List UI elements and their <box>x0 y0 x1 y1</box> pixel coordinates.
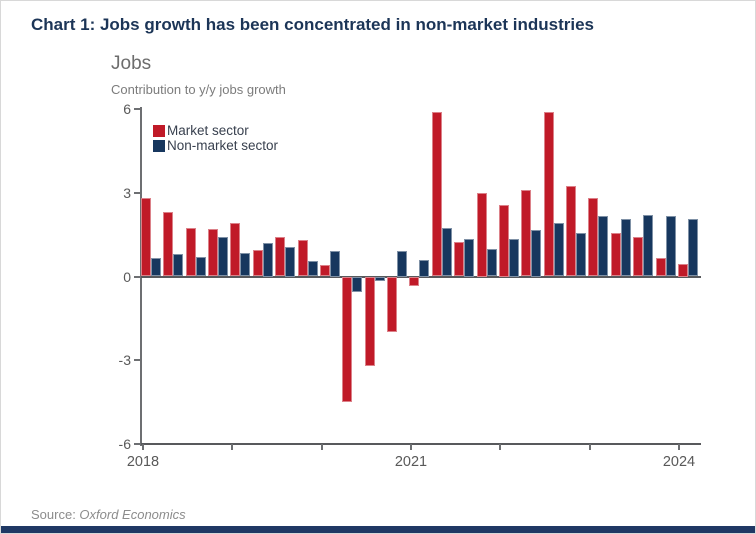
bar-market <box>677 263 688 277</box>
bar-market <box>566 185 577 277</box>
zero-line <box>141 275 701 278</box>
bar-nonmarket <box>352 276 363 292</box>
bar-nonmarket <box>397 251 408 277</box>
bar-market <box>543 111 554 277</box>
legend-label-nonmarket: Non-market sector <box>167 138 279 153</box>
x-tick-label: 2024 <box>662 454 696 470</box>
bar-nonmarket <box>508 238 519 277</box>
bar-nonmarket <box>531 230 542 277</box>
axis-unit-heading: Jobs <box>111 53 152 74</box>
bar-nonmarket <box>665 216 676 277</box>
market-swatch-icon <box>153 124 165 137</box>
bar-market <box>342 276 353 403</box>
bar-nonmarket <box>576 233 587 277</box>
bar-market <box>319 265 330 277</box>
y-tick <box>134 443 141 445</box>
source-line: Source: Oxford Economics <box>31 507 186 522</box>
bar-nonmarket <box>620 219 631 277</box>
bar-market <box>387 276 398 333</box>
source-prefix: Source: <box>31 507 80 522</box>
bar-nonmarket <box>598 216 609 277</box>
x-tick <box>410 444 412 450</box>
bar-nonmarket <box>173 254 184 277</box>
bar-market <box>655 258 666 277</box>
x-tick <box>231 444 234 450</box>
y-tick-label: 3 <box>123 184 131 201</box>
source-name: Oxford Economics <box>79 507 186 522</box>
bar-market <box>208 229 219 277</box>
legend: Market sector Non-market sector <box>153 123 278 153</box>
y-tick <box>134 108 141 110</box>
x-tick-label: 2018 <box>126 454 160 470</box>
bar-market <box>230 223 241 277</box>
bar-market <box>409 276 420 287</box>
bar-market <box>431 111 442 277</box>
bar-nonmarket <box>307 261 318 277</box>
legend-item-nonmarket: Non-market sector <box>153 138 278 153</box>
x-tick <box>588 444 591 450</box>
x-tick <box>499 444 502 450</box>
bar-market <box>454 241 465 277</box>
bar-nonmarket <box>195 256 206 277</box>
x-tick <box>320 444 323 450</box>
bar-nonmarket <box>374 276 385 281</box>
bar-market <box>252 249 263 277</box>
bar-market <box>498 205 509 277</box>
y-tick-label: 6 <box>123 101 131 117</box>
bar-nonmarket <box>464 238 475 277</box>
bar-nonmarket <box>687 219 698 277</box>
bar-nonmarket <box>441 227 452 277</box>
y-tick <box>134 275 141 278</box>
bar-market <box>141 198 151 277</box>
y-tick <box>134 191 141 194</box>
bar-nonmarket <box>285 247 296 277</box>
bar-market <box>588 198 599 277</box>
bar-market <box>610 233 621 277</box>
bar-nonmarket <box>329 251 340 277</box>
y-tick <box>134 359 141 362</box>
y-tick-label: -3 <box>118 352 131 369</box>
bar-market <box>364 276 375 366</box>
bar-market <box>185 227 196 277</box>
legend-item-market: Market sector <box>153 123 278 138</box>
bar-nonmarket <box>643 215 654 277</box>
legend-label-market: Market sector <box>167 123 249 138</box>
bar-market <box>163 212 174 277</box>
chart-title: Chart 1: Jobs growth has been concentrat… <box>31 15 594 34</box>
bar-market <box>633 237 644 277</box>
x-tick <box>142 444 144 450</box>
x-tick <box>678 444 680 450</box>
bar-nonmarket <box>553 223 564 277</box>
chart-subtitle: Contribution to y/y jobs growth <box>111 82 286 97</box>
bar-market <box>476 192 487 277</box>
bar-nonmarket <box>486 248 497 277</box>
bar-market <box>297 240 308 277</box>
y-tick-label: -6 <box>118 436 131 452</box>
bar-market <box>521 189 532 277</box>
x-axis-line <box>136 443 701 445</box>
bar-nonmarket <box>240 252 251 277</box>
bottom-accent-bar <box>1 526 755 533</box>
bar-nonmarket <box>151 258 161 277</box>
bar-nonmarket <box>262 243 273 277</box>
nonmarket-swatch-icon <box>153 139 165 152</box>
y-tick-label: 0 <box>123 268 131 285</box>
bar-market <box>275 237 286 277</box>
bar-nonmarket <box>419 259 430 277</box>
bar-nonmarket <box>218 237 229 277</box>
x-tick-label: 2021 <box>394 454 428 470</box>
